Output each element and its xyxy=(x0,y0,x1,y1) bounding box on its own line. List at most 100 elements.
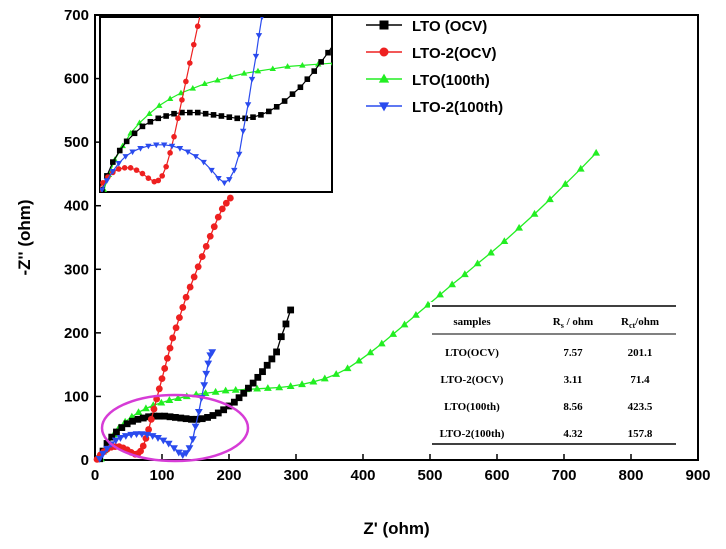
inset-data-point xyxy=(227,73,234,80)
data-point xyxy=(142,404,150,412)
table-cell: LTO-2(OCV) xyxy=(441,374,504,386)
table-cell: 4.32 xyxy=(563,428,583,440)
data-point xyxy=(210,223,218,231)
data-point xyxy=(188,436,197,444)
inset-data-point xyxy=(363,57,369,63)
data-point xyxy=(170,445,178,453)
data-point xyxy=(268,355,276,363)
data-point xyxy=(161,365,169,372)
data-point xyxy=(209,412,217,419)
y-tick-label: 100 xyxy=(64,388,89,405)
inset-data-point xyxy=(155,115,162,122)
inset-data-point xyxy=(269,65,276,72)
inset-data-point xyxy=(218,113,225,119)
inset-series-line xyxy=(100,17,201,189)
data-point xyxy=(220,406,228,414)
axis-frame xyxy=(94,14,699,461)
y-tick-label: 600 xyxy=(64,71,89,88)
data-point xyxy=(139,414,147,422)
inset-data-point xyxy=(115,166,122,172)
inset-data-point xyxy=(231,167,238,174)
inset-data-point xyxy=(100,187,106,192)
data-point xyxy=(214,213,222,221)
data-point xyxy=(198,253,206,260)
inset-data-point xyxy=(176,146,184,152)
x-tick-labels: 0 100 200 300 400 500 600 700 800 900 xyxy=(91,454,711,484)
inset-data-point xyxy=(239,128,247,135)
data-point xyxy=(169,334,177,342)
data-point xyxy=(211,387,220,395)
inset-data-point xyxy=(183,78,189,85)
table-cell: LTO-2(100th) xyxy=(440,428,505,440)
data-point xyxy=(99,450,107,458)
table-background xyxy=(430,302,682,446)
data-point xyxy=(108,433,116,441)
data-point xyxy=(263,361,271,369)
data-point xyxy=(157,398,166,406)
inset-data-point xyxy=(156,102,163,108)
inset-data-point xyxy=(199,5,205,11)
data-point xyxy=(158,375,166,383)
legend-marker xyxy=(379,47,389,57)
inset-data-point xyxy=(299,61,306,68)
inset-data-point xyxy=(139,123,146,130)
inset-data-point xyxy=(266,108,272,115)
inset-data-point xyxy=(202,110,209,117)
inset-data-point xyxy=(214,76,221,83)
y-axis-title: -Z'' (ohm) xyxy=(15,199,34,275)
plot-series xyxy=(93,148,601,463)
inset-data-point xyxy=(201,80,208,87)
data-point xyxy=(254,373,262,381)
y-tick-label: 500 xyxy=(64,134,89,151)
data-point xyxy=(172,414,179,421)
data-point xyxy=(263,384,272,391)
inset-data-point xyxy=(339,29,345,35)
inset-data-point xyxy=(179,97,185,103)
y-tick-label: 200 xyxy=(64,325,89,342)
data-point xyxy=(163,354,171,362)
legend-label: LTO-2(100th) xyxy=(412,99,503,116)
inset-data-point xyxy=(131,130,138,137)
x-tick-label: 400 xyxy=(350,467,375,484)
inset-plot xyxy=(99,5,487,193)
data-point xyxy=(134,408,143,416)
data-point xyxy=(145,413,152,421)
data-point xyxy=(161,412,169,420)
x-tick-label: 800 xyxy=(618,467,643,484)
data-point xyxy=(134,415,142,423)
inset-data-point xyxy=(171,133,177,140)
inset-data-point xyxy=(145,143,152,150)
legend: LTO (OCV) LTO-2(OCV) LTO(100th) LTO-2(100th… xyxy=(366,18,503,116)
inset-data-point xyxy=(187,60,193,66)
inset-data-point xyxy=(137,146,144,152)
x-tick-label: 300 xyxy=(283,467,308,484)
data-point xyxy=(320,374,329,382)
inset-data-point xyxy=(109,169,117,175)
data-point xyxy=(221,386,230,394)
inset-data-point xyxy=(258,112,264,118)
resistance-table: samples Rs / ohm Rct/ohm LTO(OCV) 7.57 201.1 L… xyxy=(430,302,682,446)
inset-data-point xyxy=(248,76,256,83)
series-1 xyxy=(93,194,234,463)
legend-marker xyxy=(378,102,390,112)
inset-data-point xyxy=(163,163,169,170)
inset-data-point xyxy=(234,115,241,122)
data-point xyxy=(194,263,202,271)
data-point xyxy=(282,320,290,328)
table-cell: 157.8 xyxy=(628,428,653,440)
data-point xyxy=(424,300,432,308)
inset-data-point xyxy=(200,159,207,166)
inset-data-point xyxy=(250,114,256,120)
data-point xyxy=(185,445,194,453)
data-point xyxy=(121,433,130,440)
inset-data-point xyxy=(481,9,487,15)
data-point xyxy=(231,385,240,393)
inset-data-point xyxy=(226,114,233,120)
inset-data-point xyxy=(116,147,123,154)
data-point xyxy=(164,440,173,448)
inset-data-point xyxy=(171,110,177,117)
inset-data-point xyxy=(194,23,201,30)
table-cell: LTO(OCV) xyxy=(445,347,499,359)
inset-data-point xyxy=(311,68,318,74)
